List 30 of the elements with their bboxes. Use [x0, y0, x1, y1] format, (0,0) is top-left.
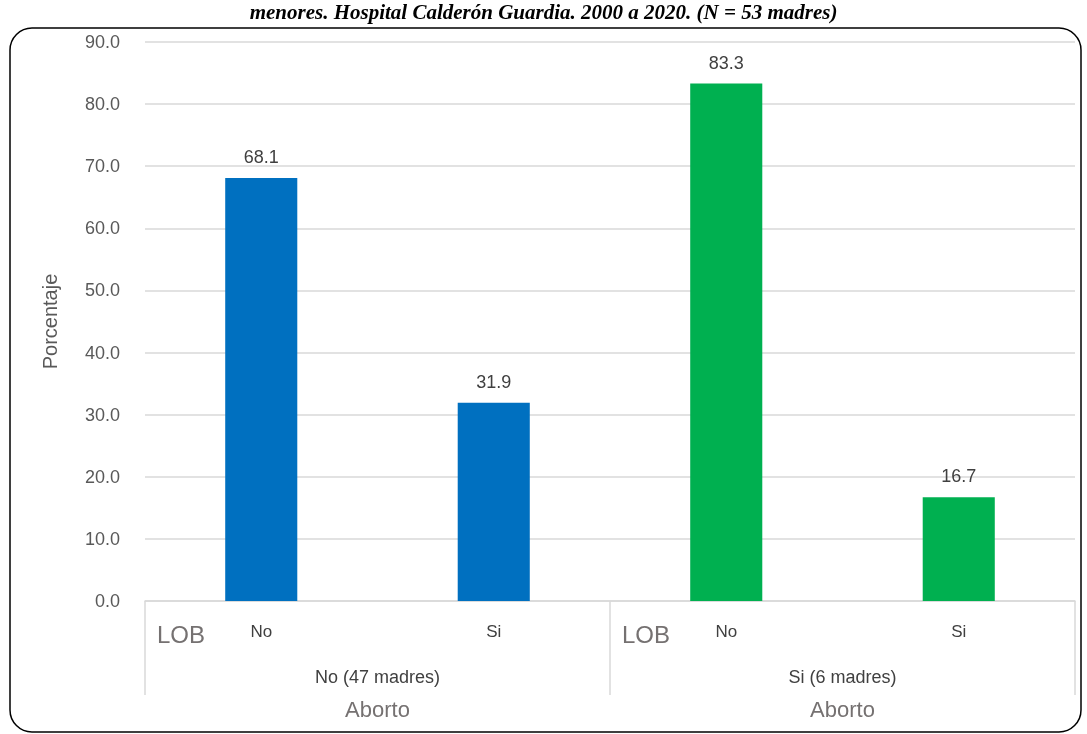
y-tick-label: 40.0	[84, 342, 120, 363]
x-tick-label: Si	[951, 622, 967, 641]
x-tick-label: No	[715, 622, 738, 641]
text: Si (6 madres)	[788, 667, 897, 687]
y-tick-label: 60.0	[84, 218, 120, 239]
text: Aborto	[810, 696, 875, 722]
bar	[225, 178, 298, 601]
data-label: 31.9	[476, 371, 512, 392]
text: LOB	[157, 620, 206, 648]
x-tick-label: No	[250, 622, 273, 641]
text: Aborto	[345, 696, 410, 722]
x-tick-label: Si	[486, 622, 502, 641]
data-label: 16.7	[941, 466, 977, 487]
text: LOB	[622, 620, 671, 648]
y-tick-label: 70.0	[84, 156, 120, 177]
bar	[922, 497, 995, 601]
y-tick-label: 80.0	[84, 94, 120, 115]
y-axis-title: Porcentaje	[39, 273, 61, 370]
y-tick-label: 90.0	[84, 32, 120, 52]
bar	[690, 83, 763, 601]
y-tick-label: 10.0	[84, 528, 120, 549]
data-label: 83.3	[708, 52, 744, 73]
y-tick-label: 20.0	[84, 466, 120, 487]
y-tick-label: 50.0	[84, 280, 120, 301]
data-label: 68.1	[243, 147, 279, 168]
text: No (47 madres)	[314, 667, 441, 687]
bar	[457, 402, 530, 601]
y-tick-label: 0.0	[94, 591, 120, 611]
chart-title: menores. Hospital Calderón Guardia. 2000 a 2020. (N = 53 madres)	[249, 0, 838, 24]
y-tick-label: 30.0	[84, 404, 120, 425]
